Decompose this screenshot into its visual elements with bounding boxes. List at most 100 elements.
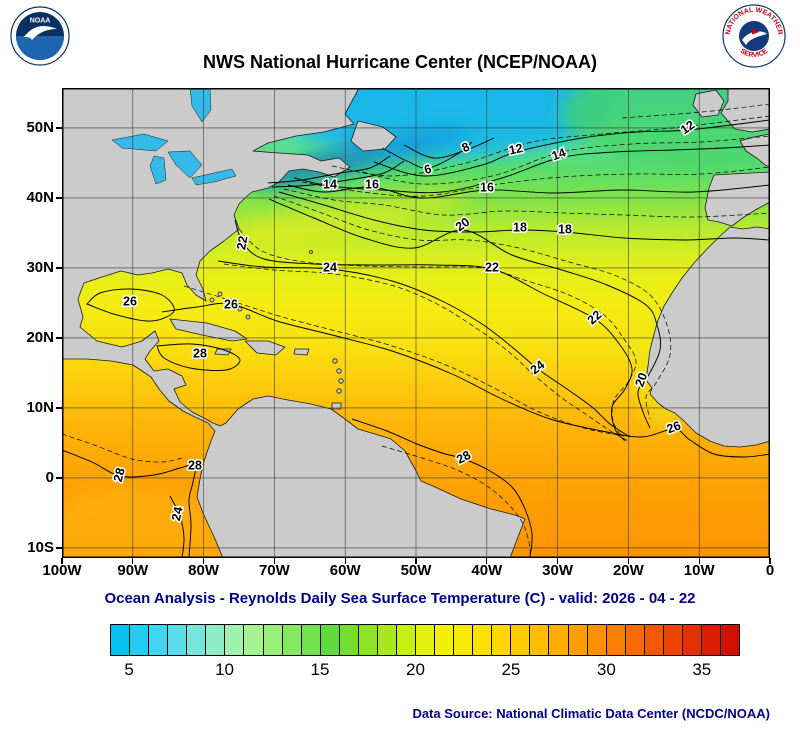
land-antilles-island [338, 378, 344, 384]
lon-axis-tick [132, 558, 134, 564]
colorbar-tick-label: 30 [596, 660, 616, 679]
map-area: 6 8 12 12 14 14 16 16 18 18 20 20 22 22 22 24 24 24 26 26 26… [62, 88, 770, 558]
isotherm-line [223, 263, 629, 442]
isotherm-line [351, 418, 533, 558]
isotherm-line [217, 260, 631, 438]
lon-axis-label: 20W [612, 562, 644, 579]
colorbar-cell [434, 625, 454, 655]
colorbar-cell [681, 625, 701, 655]
colorbar-cell [415, 625, 435, 655]
colorbar-tick-label: 25 [501, 660, 521, 679]
land-iberia [704, 171, 770, 227]
lat-axis-label: 0 [45, 468, 54, 486]
land-antilles-island [336, 368, 342, 374]
isotherm-line [183, 285, 625, 437]
isotherm-line [268, 198, 662, 429]
colorbar-cell [224, 625, 244, 655]
isotherm-label: 12 [508, 141, 525, 158]
lat-axis-label: 30N [26, 258, 54, 276]
colorbar-cell [720, 625, 740, 655]
lake-michigan [149, 155, 167, 185]
colorbar-cell [262, 625, 282, 655]
isotherm-line [381, 445, 531, 558]
isotherm-line [62, 449, 197, 558]
isotherm-label: 24 [323, 260, 337, 274]
colorbar-cell [357, 625, 377, 655]
lon-axis-label: 90W [117, 562, 149, 579]
colorbar-cell [586, 625, 606, 655]
lon-axis-label: 40W [471, 562, 503, 579]
land-antilles-island [336, 388, 342, 394]
isotherm-line [267, 155, 391, 184]
colorbar-cell [376, 625, 396, 655]
isotherm-line [278, 191, 770, 241]
isotherm-line [373, 119, 770, 177]
isotherm-label: 24 [169, 506, 186, 523]
lat-axis-label: 10S [27, 538, 54, 556]
colorbar-cell [605, 625, 625, 655]
isotherm-line [161, 302, 770, 458]
isotherm-label: 16 [365, 177, 379, 191]
data-source: Data Source: National Climatic Data Cent… [412, 706, 770, 721]
isotherm-label: 14 [323, 177, 337, 191]
colorbar-cell [281, 625, 301, 655]
isotherm-label: 14 [550, 145, 568, 163]
isotherm-line [86, 288, 175, 322]
noaa-logo-text: NOAA [30, 18, 51, 25]
colorbar-cell [567, 625, 587, 655]
land-americas [62, 88, 526, 558]
nws-logo-bottom-text: SERVICE [739, 47, 770, 59]
land-england [720, 88, 770, 133]
isotherm-label: 26 [123, 294, 137, 308]
colorbar-cell [662, 625, 682, 655]
lat-axis-label: 40N [26, 188, 54, 206]
isotherm-line [234, 219, 633, 442]
lon-axis-tick [415, 558, 417, 564]
noaa-logo: NOAA [10, 6, 70, 71]
isotherm-line [301, 166, 770, 197]
land-bahamas-island [209, 297, 215, 303]
map-frame [62, 88, 770, 558]
colorbar-cell [395, 625, 415, 655]
lat-axis-label: 50N [26, 118, 54, 136]
lon-axis-tick [202, 558, 205, 564]
land-bahamas-island [245, 314, 251, 320]
lake-layer [111, 88, 237, 186]
map-subtitle: Ocean Analysis - Reynolds Daily Sea Surf… [104, 590, 696, 607]
colorbar-cell [148, 625, 168, 655]
colorbar-cell [624, 625, 644, 655]
isotherm-line [273, 195, 672, 420]
isotherm-line [621, 103, 770, 119]
isotherm-label: 28 [193, 346, 207, 360]
colorbar-tick-label: 20 [405, 660, 425, 679]
nws-seal-icon: NATIONAL WEATHER SERVICE [722, 4, 786, 68]
colorbar-cell [300, 625, 320, 655]
land-africa [645, 226, 770, 448]
lon-axis-tick [556, 558, 559, 564]
isotherm-label: 28 [111, 466, 128, 483]
isotherm-label: 18 [513, 220, 527, 234]
isotherm-line [283, 188, 770, 218]
colorbar-cell [111, 625, 130, 655]
colorbar-cell [643, 625, 663, 655]
isotherm-label: 22 [485, 260, 499, 274]
colorbar-cell [510, 625, 530, 655]
isotherm-label: 26 [665, 418, 683, 436]
isotherm-label: 26 [224, 297, 238, 311]
lat-axis-label: 10N [26, 398, 54, 416]
land-jamaica [214, 348, 232, 356]
colorbar-tick-label: 35 [692, 660, 712, 679]
land-antilles-island [332, 358, 338, 364]
colorbar-cell [243, 625, 263, 655]
isotherm-line [271, 160, 405, 188]
lon-axis-label: 80W [188, 562, 220, 579]
lake-superior [111, 133, 169, 152]
land-newfoundland [350, 120, 397, 152]
isotherm-label: 28 [188, 458, 202, 472]
contour-layer [62, 103, 770, 558]
isotherm-line [238, 228, 637, 438]
land-ireland [692, 89, 725, 118]
lon-axis-tick [61, 558, 63, 564]
